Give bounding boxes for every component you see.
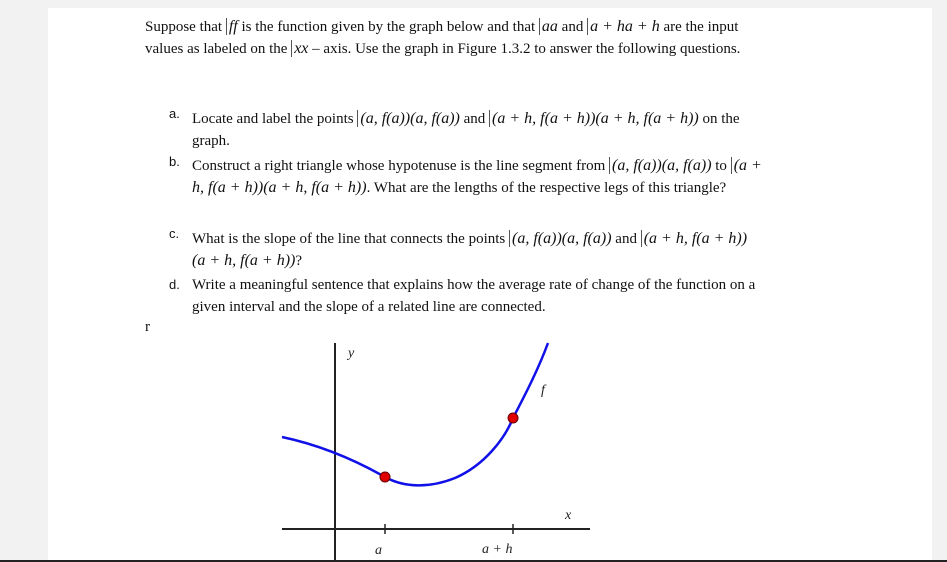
math-expression: aa <box>538 18 558 35</box>
item-marker: a. <box>169 106 180 121</box>
math-expression: ff <box>225 18 238 35</box>
function-curve <box>281 342 550 487</box>
text-run: Suppose that <box>145 19 226 35</box>
item: What is the slope of the line that conne… <box>192 228 752 272</box>
stray-text: r <box>145 319 150 335</box>
text-run: is the function given by the graph below… <box>237 19 539 35</box>
text-run: and <box>611 231 641 247</box>
point <box>507 412 519 424</box>
text-run: are the input values as labeled on the <box>145 19 739 57</box>
math-expression: (a + h, f(a + h))(a + h, f(a + h)) <box>192 230 748 269</box>
math-expression: (a, f(a))(a, f(a)) <box>357 110 460 127</box>
math-expression: (a, f(a))(a, f(a)) <box>509 230 612 247</box>
item-marker: d. <box>169 277 180 292</box>
text-run: What is the slope of the line that conne… <box>192 231 510 247</box>
axis-label: x <box>564 508 572 523</box>
item: Locate and label the points (a, f(a))(a,… <box>192 108 772 152</box>
math-expression: (a + h, f(a + h))(a + h, f(a + h)) <box>192 157 762 196</box>
item: Construct a right triangle whose hypoten… <box>192 155 772 199</box>
curve-label: f <box>541 383 547 398</box>
tick-label: a + h <box>482 542 512 557</box>
text-run: Construct a right triangle whose hypoten… <box>192 158 609 174</box>
item-marker: b. <box>169 154 180 169</box>
bottom-border <box>0 560 947 562</box>
text-run: and <box>459 111 490 127</box>
document-page <box>48 8 932 562</box>
text-run: . What are the lengths of the respective… <box>366 180 727 196</box>
intro-paragraph: Suppose that ff is the function given by… <box>145 16 755 60</box>
tick-label: a <box>375 543 382 558</box>
math-expression: a + ha + h <box>587 18 660 35</box>
item-marker: c. <box>169 226 180 241</box>
text-run: on the graph. <box>192 111 740 149</box>
axis-label: y <box>346 346 355 361</box>
text-run: – axis. Use the graph in Figure 1.3.2 to… <box>308 41 741 57</box>
math-expression: (a + h, f(a + h))(a + h, f(a + h)) <box>489 110 699 127</box>
math-expression: xx <box>291 40 309 57</box>
text-run: to <box>711 158 731 174</box>
math-expression: (a, f(a))(a, f(a)) <box>609 157 712 174</box>
item: Write a meaningful sentence that explain… <box>192 274 762 318</box>
text-run: ? <box>295 253 303 269</box>
text-run: Write a meaningful sentence that explain… <box>192 277 756 315</box>
text-run: and <box>557 19 588 35</box>
point <box>379 471 391 483</box>
text-run: Locate and label the points <box>192 111 358 127</box>
